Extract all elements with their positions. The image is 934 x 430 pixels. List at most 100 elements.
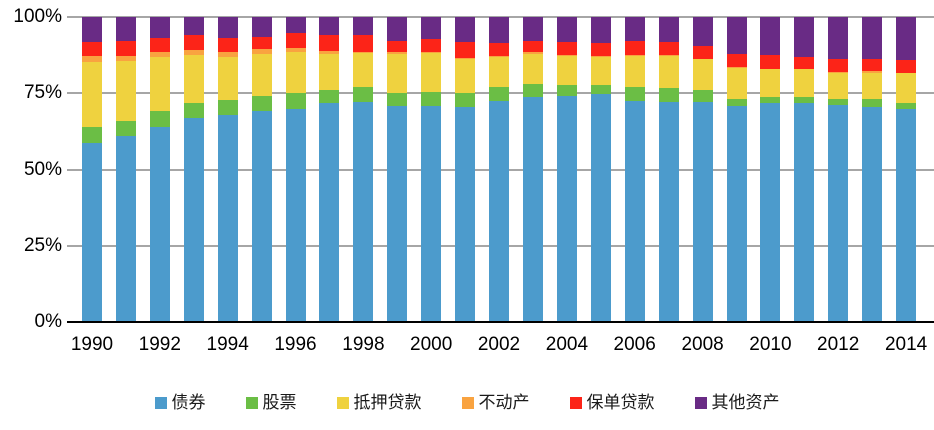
bar-1991-segment-bonds xyxy=(115,135,136,322)
bar-1991-segment-stocks xyxy=(115,120,136,136)
bar-1994 xyxy=(217,17,238,322)
legend-item-other-assets: 其他资产 xyxy=(694,394,780,412)
x-axis-label-2008: 2008 xyxy=(681,334,724,355)
bar-1992-segment-stocks xyxy=(149,111,170,128)
bar-1992-segment-other-assets xyxy=(149,17,170,39)
bar-2013-segment-mortgage-loans xyxy=(862,73,883,100)
y-axis-label-25pct: 25% xyxy=(23,234,62,256)
bar-2008-segment-real-estate xyxy=(692,58,713,60)
bar-2014-segment-other-assets xyxy=(896,17,917,61)
legend-label-real-estate: 不动产 xyxy=(478,393,530,412)
chart-legend: 债券 股票 抵押贷款 不动产 保单贷款 其他资产 xyxy=(0,394,934,412)
bar-2012 xyxy=(828,17,849,322)
legend-swatch-mortgage-loans xyxy=(336,397,349,409)
bar-2005-segment-other-assets xyxy=(590,17,611,43)
bar-1998-segment-policy-loans xyxy=(353,35,374,52)
bar-1993-segment-mortgage-loans xyxy=(183,54,204,104)
bar-2007-segment-policy-loans xyxy=(658,42,679,56)
bar-2010-segment-policy-loans xyxy=(760,55,781,69)
bar-1997-segment-stocks xyxy=(319,90,340,103)
bar-2000-segment-stocks xyxy=(421,92,442,107)
bar-1996-segment-bonds xyxy=(285,108,306,322)
bar-2008-segment-policy-loans xyxy=(692,46,713,59)
bar-2009-segment-other-assets xyxy=(726,17,747,54)
bar-2011-segment-bonds xyxy=(794,102,815,322)
bar-1994-segment-other-assets xyxy=(217,17,238,39)
bar-2001-segment-mortgage-loans xyxy=(455,59,476,93)
bar-1998-segment-stocks xyxy=(353,87,374,102)
bar-2006-segment-policy-loans xyxy=(624,41,645,55)
bar-2004-segment-stocks xyxy=(556,85,577,97)
x-axis-label-2010: 2010 xyxy=(749,334,792,355)
y-tick-0 xyxy=(67,321,75,323)
bar-1995-segment-real-estate xyxy=(251,49,272,55)
bar-2004-segment-mortgage-loans xyxy=(556,56,577,86)
bar-2010-segment-mortgage-loans xyxy=(760,69,781,98)
bar-2007 xyxy=(658,17,679,322)
bar-1990-segment-mortgage-loans xyxy=(82,61,102,128)
bar-2003-segment-bonds xyxy=(523,96,543,322)
bar-1997-segment-policy-loans xyxy=(319,35,340,52)
bar-2010-segment-other-assets xyxy=(760,17,781,56)
y-tick-75 xyxy=(67,92,75,95)
bar-2011-segment-other-assets xyxy=(794,17,815,57)
bar-2013-segment-bonds xyxy=(862,107,883,322)
bar-1995-segment-stocks xyxy=(251,96,272,111)
bar-1993 xyxy=(183,17,204,322)
bar-1995-segment-policy-loans xyxy=(251,37,272,50)
bar-2002-segment-real-estate xyxy=(489,55,509,57)
bar-1990-segment-bonds xyxy=(82,142,102,322)
bar-2000-segment-real-estate xyxy=(421,51,442,54)
bar-1992-segment-policy-loans xyxy=(149,38,170,53)
bar-1993-segment-stocks xyxy=(183,103,204,119)
x-axis-label-2002: 2002 xyxy=(477,334,521,355)
bar-2003-segment-real-estate xyxy=(523,52,543,54)
bar-1997-segment-real-estate xyxy=(319,51,340,54)
bar-2006-segment-bonds xyxy=(624,101,645,322)
bar-2007-segment-bonds xyxy=(658,102,679,322)
bar-1999-segment-mortgage-loans xyxy=(387,53,408,93)
bar-2004-segment-policy-loans xyxy=(556,42,577,56)
bar-1998-segment-real-estate xyxy=(353,51,374,54)
bar-2004-segment-other-assets xyxy=(556,17,577,43)
y-tick-50 xyxy=(67,168,75,171)
bar-1992 xyxy=(149,17,170,322)
bar-1991 xyxy=(115,17,136,322)
bar-1994-segment-mortgage-loans xyxy=(217,57,238,100)
legend-item-stocks: 股票 xyxy=(245,394,297,412)
bar-2001-segment-stocks xyxy=(455,92,476,108)
bar-2002-segment-bonds xyxy=(489,100,509,322)
x-axis-label-2012: 2012 xyxy=(817,334,860,355)
bar-2008-segment-other-assets xyxy=(692,17,713,47)
bar-1990 xyxy=(82,17,102,322)
y-tick-25 xyxy=(67,244,75,247)
bar-1999 xyxy=(387,17,408,322)
bar-1993-segment-other-assets xyxy=(183,17,204,36)
bar-2008-segment-bonds xyxy=(692,101,713,322)
bar-2014-segment-real-estate xyxy=(896,72,917,74)
bar-2002-segment-stocks xyxy=(489,87,509,101)
bar-2006 xyxy=(624,17,645,322)
bar-1994-segment-policy-loans xyxy=(217,38,238,52)
legend-label-policy-loans: 保单贷款 xyxy=(586,393,655,412)
x-axis-label-2000: 2000 xyxy=(410,334,453,355)
bar-2001-segment-policy-loans xyxy=(455,42,476,58)
bar-2009-segment-stocks xyxy=(726,99,747,107)
bar-2013-segment-stocks xyxy=(862,99,883,108)
bar-1990-segment-other-assets xyxy=(82,17,102,42)
bar-1997-segment-bonds xyxy=(319,102,340,322)
bar-2002-segment-other-assets xyxy=(489,17,509,44)
bar-1994-segment-real-estate xyxy=(217,51,238,58)
bar-1999-segment-policy-loans xyxy=(387,40,408,53)
bar-1997 xyxy=(319,17,340,322)
y-axis-label-75pct: 75% xyxy=(23,82,62,104)
bar-2007-segment-real-estate xyxy=(658,55,679,57)
y-axis-label-50pct: 50% xyxy=(23,158,62,180)
bar-2014-segment-stocks xyxy=(896,102,917,109)
bar-2006-segment-mortgage-loans xyxy=(624,55,645,87)
legend-item-real-estate: 不动产 xyxy=(461,393,530,412)
bar-2005-segment-mortgage-loans xyxy=(590,56,611,86)
bar-1998 xyxy=(353,17,374,322)
bar-2012-segment-mortgage-loans xyxy=(828,73,849,100)
